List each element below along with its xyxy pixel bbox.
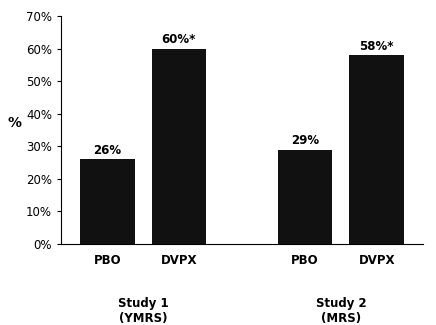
Text: 26%: 26% [93, 144, 121, 157]
Bar [151, 49, 206, 244]
Bar [80, 159, 135, 244]
Text: 29%: 29% [291, 134, 319, 147]
Text: 58%*: 58%* [359, 40, 394, 53]
Text: Study 1
(YMRS): Study 1 (YMRS) [118, 296, 168, 325]
Y-axis label: %: % [8, 116, 22, 130]
Bar [349, 55, 404, 244]
Text: Study 2
(MRS): Study 2 (MRS) [316, 296, 366, 325]
Text: 60%*: 60%* [162, 33, 196, 46]
Bar [278, 150, 332, 244]
